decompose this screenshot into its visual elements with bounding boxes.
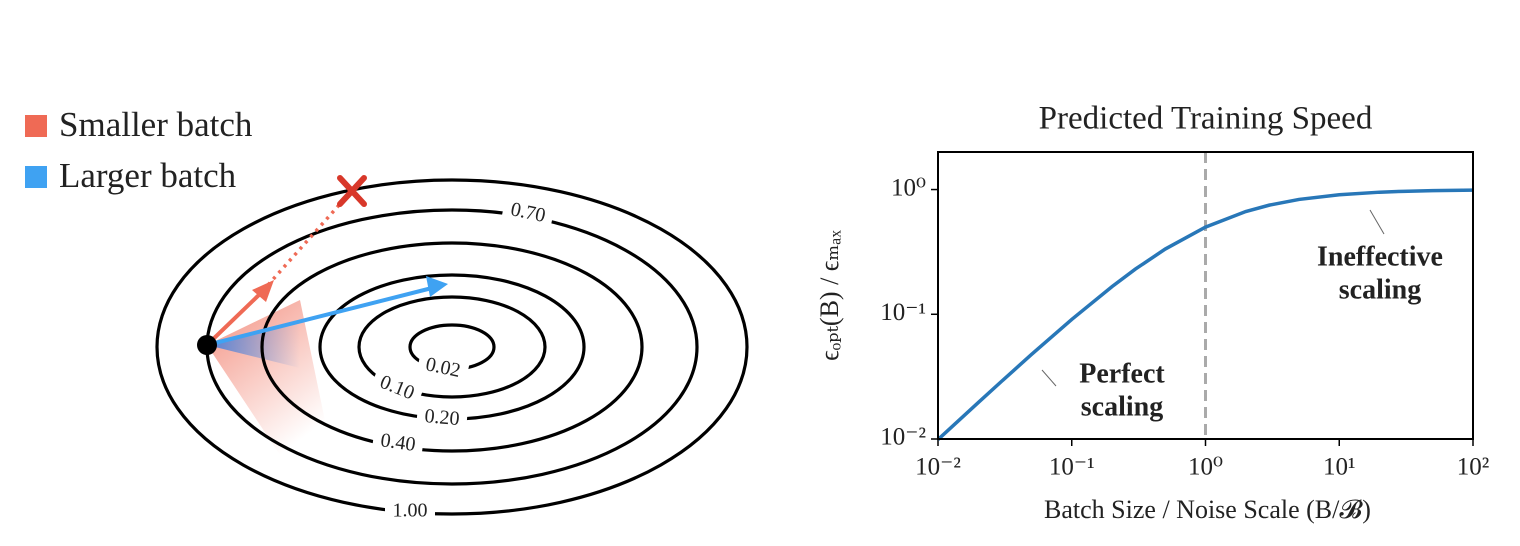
x-marker [337,175,367,207]
contour-label-group: 0.02 [416,351,470,385]
x-tick-label: 10⁻¹ [1049,454,1095,481]
annotation: scaling [1339,274,1421,305]
x-tick-label: 10² [1457,454,1490,481]
legend-label: Larger batch [59,156,237,195]
annotation-leader [1041,369,1057,387]
contour [357,295,547,399]
contour-label-group: 0.70 [501,196,555,230]
small-batch-step [205,290,264,347]
y-axis-label: ϵₒₚₜ(B) / ϵₘₐₓ [815,230,844,361]
annotation: scaling [1081,391,1163,422]
annotation-leader [1369,209,1385,235]
contour-label: 0.70 [509,198,548,227]
label-bg [369,367,425,409]
y-tick-label: 10⁻² [880,424,926,451]
annotation: Ineffective [1317,241,1443,272]
label-bg [385,499,435,523]
plot-frame [937,151,1474,440]
large-batch-spread [207,322,300,368]
start-point [197,335,217,355]
loss-landscape: Smaller batch Larger batch 1.00 0.70 0.40 0.2… [25,105,749,523]
x-tick-label: 10⁻² [915,454,961,481]
label-bg [416,351,470,385]
label-bg [501,196,555,230]
label-bg [371,427,425,459]
contour-label-group: 1.00 [385,499,435,523]
arrow-head [426,276,448,297]
legend-label: Smaller batch [59,105,253,144]
x-axis-label: Batch Size / Noise Scale (B/𝓑) [1044,495,1371,524]
contour [155,178,749,516]
chart: Predicted Training Speed Batch Size / Noi… [815,101,1489,524]
contour-label-group: 0.20 [416,403,468,433]
contour-label: 0.40 [379,429,417,456]
contour-label: 0.02 [424,353,463,382]
y-tick-label: 10⁰ [891,174,926,201]
contour-label: 1.00 [393,500,428,522]
chart-title: Predicted Training Speed [1039,101,1373,137]
legend-swatch [25,166,47,188]
annotation: Perfect [1079,358,1165,389]
overshoot-path [266,193,350,287]
legend-swatch [25,115,47,137]
contour-label: 0.20 [424,405,461,430]
x-tick-label: 10⁰ [1188,454,1223,481]
y-tick-label: 10⁻¹ [880,299,926,326]
label-bg [416,403,468,433]
arrow-head [252,280,274,302]
large-batch-step [206,286,433,347]
contour-label-group: 0.40 [371,427,425,459]
speed-curve [936,188,1474,441]
contour [260,241,644,453]
x-tick-label: 10¹ [1323,454,1356,481]
